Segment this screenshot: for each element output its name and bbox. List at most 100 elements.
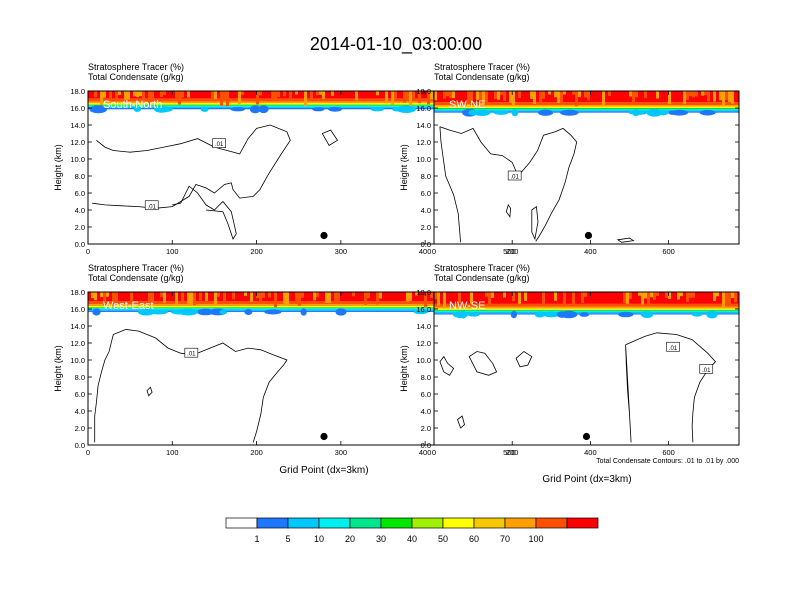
tracer-streak <box>142 91 145 99</box>
tracer-streak <box>443 91 446 99</box>
colorbar-label: 20 <box>345 534 355 544</box>
condensate-contour <box>439 126 578 242</box>
tracer-band <box>434 303 739 307</box>
tracer-streak <box>668 91 671 105</box>
tracer-dip <box>560 109 579 116</box>
tracer-streak <box>443 292 446 307</box>
tracer-dip <box>473 109 491 117</box>
condensate-contour <box>625 332 717 443</box>
tracer-streak <box>304 91 307 106</box>
tracer-streak <box>635 91 638 98</box>
contour-label-box <box>144 200 159 211</box>
y-tick-label: 6.0 <box>421 189 431 198</box>
x-tick-label: 600 <box>662 448 675 457</box>
tracer-streak <box>509 91 512 103</box>
panel-subtitle-condensate: Total Condensate (g/kg) <box>434 273 530 283</box>
contour-label: .01 <box>702 368 711 374</box>
tracer-streak <box>100 292 103 298</box>
tracer-dip <box>149 309 169 315</box>
tracer-streak <box>319 91 322 95</box>
colorbar-label: 40 <box>407 534 417 544</box>
tracer-streak <box>707 91 710 102</box>
tracer-streak <box>376 91 379 96</box>
tracer-streak <box>139 91 142 97</box>
tracer-streak <box>608 91 611 96</box>
colorbar-swatch <box>411 517 444 529</box>
x-tick-label: 100 <box>166 247 179 256</box>
tracer-streak <box>430 91 433 100</box>
tracer-streak <box>367 292 370 299</box>
tracer-streak <box>406 91 409 101</box>
tracer-streak <box>277 91 280 98</box>
tracer-dip <box>534 311 546 318</box>
tracer-streak <box>683 91 686 104</box>
colorbar-swatch <box>287 517 320 529</box>
tracer-dip <box>691 312 703 317</box>
tracer-streak <box>578 91 581 98</box>
tracer-streak <box>668 292 671 299</box>
tracer-band <box>434 108 739 110</box>
colorbar-swatch <box>318 517 351 529</box>
contour-label-box <box>666 341 680 352</box>
condensate-contour <box>172 185 237 240</box>
tracer-streak <box>187 292 190 304</box>
tracer-dip <box>670 109 689 116</box>
y-tick-label: 6.0 <box>75 189 85 198</box>
condensate-contour <box>625 344 632 443</box>
tracer-streak <box>647 292 650 307</box>
tracer-streak <box>394 91 397 99</box>
tracer-band <box>88 308 560 310</box>
tracer-streak <box>665 292 668 298</box>
tracer-band <box>434 308 739 310</box>
colorbar-swatch <box>225 517 258 529</box>
tracer-streak <box>689 91 692 97</box>
x-tick-label: 400 <box>419 247 432 256</box>
tracer-streak <box>112 292 115 307</box>
tracer-streak <box>409 292 412 301</box>
tracer-streak <box>337 292 340 304</box>
condensate-contours <box>439 126 635 243</box>
tracer-dip <box>657 110 669 116</box>
y-tick-label: 2.0 <box>75 424 85 433</box>
location-marker <box>320 432 328 441</box>
tracer-streak <box>638 292 641 296</box>
tracer-streak <box>223 292 226 301</box>
tracer-streak <box>650 292 653 298</box>
tracer-streak <box>130 292 133 305</box>
tracer-dip <box>89 105 108 114</box>
tracer-streak <box>470 91 473 104</box>
tracer-streak <box>458 292 461 304</box>
y-tick-label: 8.0 <box>421 172 431 181</box>
colorbar-swatch <box>256 517 289 529</box>
y-tick-label: 2.0 <box>75 223 85 232</box>
tracer-streak <box>602 91 605 105</box>
colorbar-swatch <box>442 517 475 529</box>
y-tick-label: 2.0 <box>421 424 431 433</box>
tracer-streak <box>403 91 406 103</box>
tracer-dip <box>543 312 557 318</box>
tracer-streak <box>644 91 647 99</box>
tracer-streak <box>563 91 566 95</box>
y-tick-label: 16.0 <box>70 104 85 113</box>
tracer-streak <box>310 91 313 99</box>
tracer-streak <box>160 292 163 298</box>
tracer-streak <box>226 91 229 107</box>
tracer-streak <box>632 91 635 104</box>
tracer-streak <box>103 91 106 98</box>
condensate-contour <box>439 126 461 243</box>
tracer-streak <box>467 91 470 104</box>
tracer-streak <box>656 91 659 99</box>
tracer-streak <box>316 91 319 96</box>
tracer-streak <box>391 91 394 105</box>
tracer-streak <box>689 292 692 298</box>
y-tick-label: 14.0 <box>416 121 431 130</box>
condensate-contour <box>439 355 455 376</box>
y-tick-label: 2.0 <box>421 223 431 232</box>
tracer-streak <box>554 91 557 98</box>
y-tick-label: 0.0 <box>75 441 85 450</box>
panel-subtitle-tracer: Stratosphere Tracer (%) <box>88 62 184 72</box>
tracer-streak <box>503 292 506 298</box>
tracer-streak <box>163 292 166 304</box>
tracer-streak <box>148 91 151 105</box>
